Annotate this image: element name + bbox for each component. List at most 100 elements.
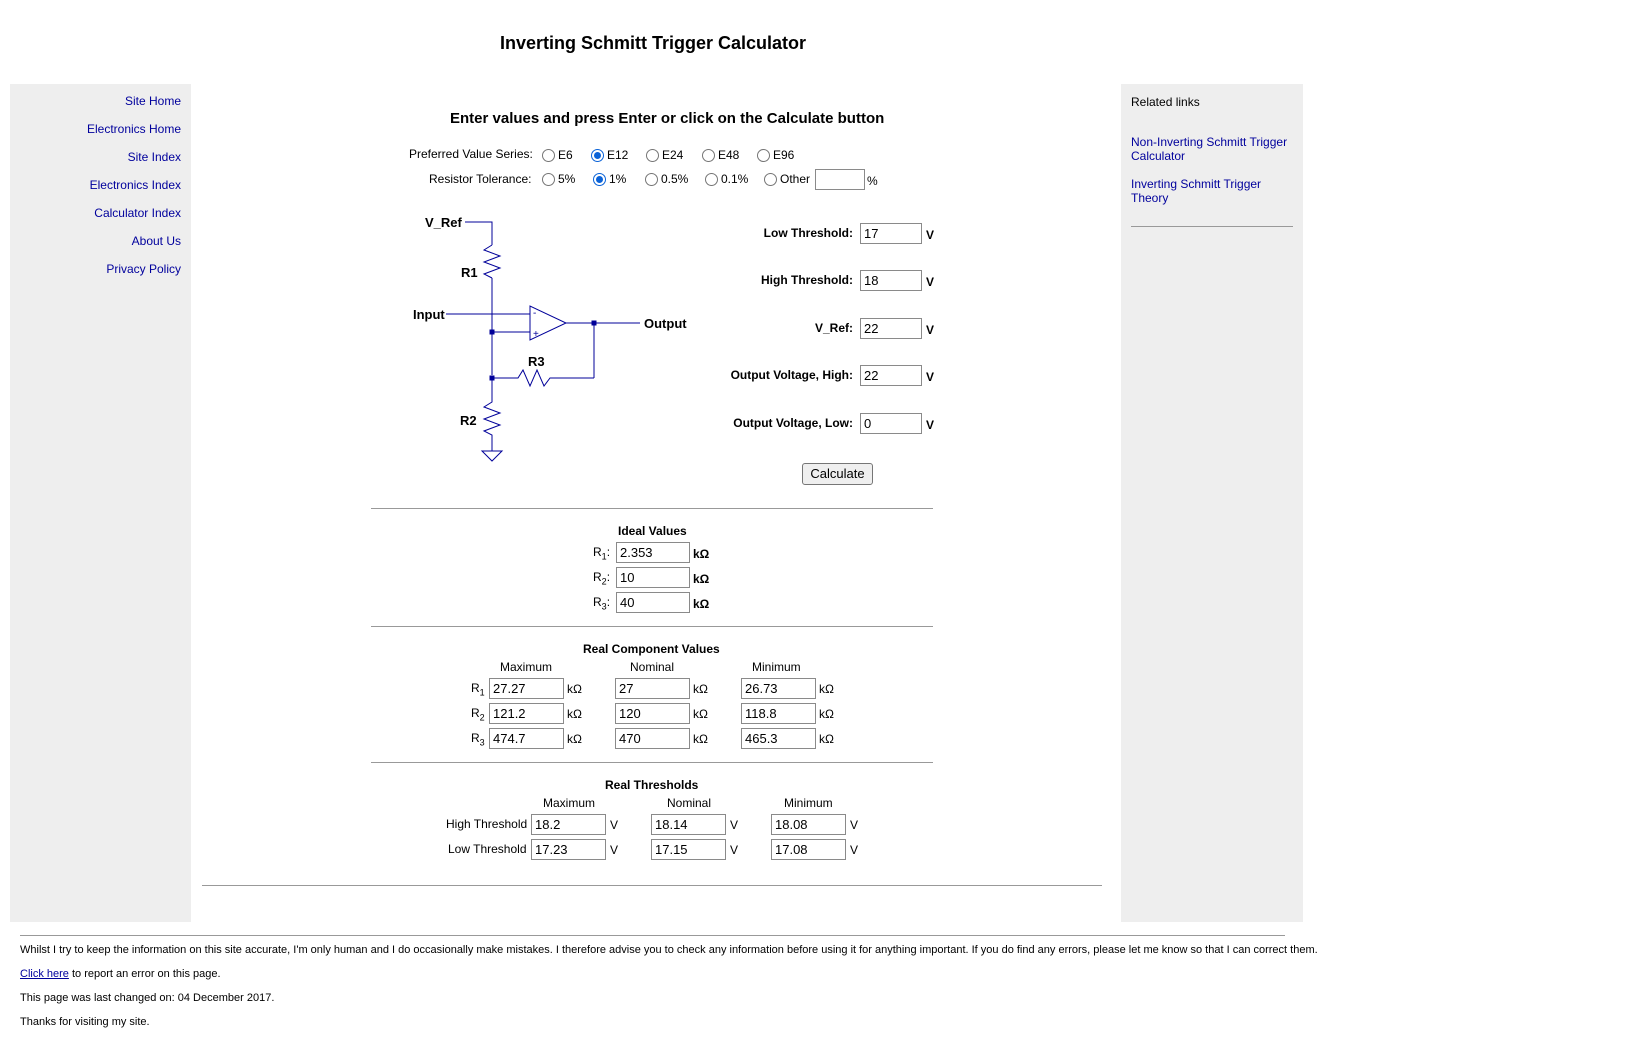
high-threshold-input[interactable]: 18 <box>860 270 922 291</box>
tolerance-option-0-1[interactable]: 0.1% <box>705 172 748 186</box>
tolerance-option-1[interactable]: 1% <box>593 172 626 186</box>
ideal-r2-value[interactable]: 10 <box>616 567 690 588</box>
ideal-r1-value[interactable]: 2.353 <box>616 542 690 563</box>
radio-icon[interactable] <box>542 148 555 162</box>
schematic-r3-label: R3 <box>528 354 545 369</box>
tolerance-option-5[interactable]: 5% <box>542 172 575 186</box>
series-option-e24[interactable]: E24 <box>646 148 683 162</box>
output-high-label: Output Voltage, High: <box>730 368 853 382</box>
related-links-panel: Related links Non-Inverting Schmitt Trig… <box>1121 84 1303 922</box>
related-link-theory[interactable]: Inverting Schmitt Trigger Theory <box>1131 177 1262 205</box>
radio-selected-icon[interactable] <box>591 148 604 162</box>
opamp-plus-label: + <box>533 329 539 340</box>
rc-r3-label: R3 <box>471 731 485 748</box>
rc-r3-max[interactable]: 474.7 <box>489 728 564 749</box>
output-high-unit: V <box>926 370 935 384</box>
nav-calculator-index[interactable]: Calculator Index <box>94 206 181 220</box>
schematic-output-label: Output <box>644 316 687 331</box>
rt-high-min[interactable]: 18.08 <box>771 814 846 835</box>
calculate-button[interactable]: Calculate <box>802 463 873 485</box>
rc-col-nominal: Nominal <box>630 660 675 674</box>
rt-unit: V <box>850 818 859 832</box>
radio-icon[interactable] <box>705 172 718 186</box>
rt-unit: V <box>610 818 619 832</box>
output-high-input[interactable]: 22 <box>860 365 922 386</box>
radio-selected-icon[interactable] <box>593 172 606 186</box>
divider <box>371 762 933 763</box>
rc-unit: kΩ <box>567 682 582 696</box>
nav-electronics-home[interactable]: Electronics Home <box>86 122 181 136</box>
rc-unit: kΩ <box>567 707 582 721</box>
related-links-heading: Related links <box>1131 95 1200 109</box>
radio-icon[interactable] <box>702 148 715 162</box>
rt-unit: V <box>730 818 739 832</box>
vref-input[interactable]: 22 <box>860 318 922 339</box>
vref-label: V_Ref: <box>814 321 853 335</box>
rc-r3-nom[interactable]: 470 <box>615 728 690 749</box>
content-divider <box>202 885 1102 886</box>
low-threshold-input[interactable]: 17 <box>860 223 922 244</box>
tolerance-label: Resistor Tolerance: <box>429 172 532 186</box>
ideal-r3-unit: kΩ <box>693 597 710 611</box>
nav-site-index[interactable]: Site Index <box>127 150 181 164</box>
rc-r2-min[interactable]: 118.8 <box>741 703 816 724</box>
low-threshold-unit: V <box>926 228 935 242</box>
schematic-diagram: V_Ref R1 Input Output R3 R2 - + <box>413 215 687 462</box>
rc-r2-nom[interactable]: 120 <box>615 703 690 724</box>
rt-low-min[interactable]: 17.08 <box>771 839 846 860</box>
high-threshold-unit: V <box>926 275 935 289</box>
tolerance-option-other[interactable]: Other <box>764 172 810 186</box>
instructions: Enter values and press Enter or click on… <box>450 110 885 127</box>
rc-unit: kΩ <box>693 732 708 746</box>
ideal-r2-label: R2: <box>593 570 611 587</box>
rc-r1-nom[interactable]: 27 <box>615 678 690 699</box>
tolerance-other-input[interactable] <box>815 169 865 190</box>
series-option-e96[interactable]: E96 <box>757 148 794 162</box>
rt-high-nom[interactable]: 18.14 <box>651 814 726 835</box>
rt-low-nom[interactable]: 17.15 <box>651 839 726 860</box>
rt-unit: V <box>730 843 739 857</box>
rt-unit: V <box>850 843 859 857</box>
ideal-r1-label: R1: <box>593 545 611 562</box>
ideal-r3-label: R3: <box>593 595 611 612</box>
rc-r1-min[interactable]: 26.73 <box>741 678 816 699</box>
divider <box>371 626 933 627</box>
series-option-e48[interactable]: E48 <box>702 148 739 162</box>
footer-thanks: Thanks for visiting my site. <box>20 1016 150 1028</box>
series-option-e6[interactable]: E6 <box>542 148 573 162</box>
low-threshold-label: Low Threshold: <box>763 226 853 240</box>
footer-last-changed: This page was last changed on: 04 Decemb… <box>20 992 275 1004</box>
ideal-r2-unit: kΩ <box>693 572 710 586</box>
nav-electronics-index[interactable]: Electronics Index <box>89 178 181 192</box>
rt-high-max[interactable]: 18.2 <box>531 814 606 835</box>
radio-icon[interactable] <box>646 148 659 162</box>
nav-about-us[interactable]: About Us <box>131 234 181 248</box>
nav-privacy-policy[interactable]: Privacy Policy <box>106 262 181 276</box>
nav-site-home[interactable]: Site Home <box>124 94 181 108</box>
rc-r1-max[interactable]: 27.27 <box>489 678 564 699</box>
output-low-input[interactable]: 0 <box>860 413 922 434</box>
rt-col-minimum: Minimum <box>784 796 833 810</box>
related-link-noninverting[interactable]: Non-Inverting Schmitt Trigger Calculator <box>1131 135 1288 163</box>
rc-r3-min[interactable]: 465.3 <box>741 728 816 749</box>
rc-unit: kΩ <box>693 707 708 721</box>
left-nav-panel: Site Home Electronics Home Site Index El… <box>10 84 191 922</box>
rc-r2-max[interactable]: 121.2 <box>489 703 564 724</box>
related-divider <box>1131 226 1293 227</box>
report-error-link[interactable]: Click here <box>20 968 69 980</box>
schematic-vref-label: V_Ref <box>425 215 463 230</box>
rt-low-max[interactable]: 17.23 <box>531 839 606 860</box>
series-option-e12[interactable]: E12 <box>591 148 628 162</box>
rc-unit: kΩ <box>693 682 708 696</box>
radio-icon[interactable] <box>645 172 658 186</box>
ideal-r3-value[interactable]: 40 <box>616 592 690 613</box>
rc-unit: kΩ <box>819 732 834 746</box>
tolerance-option-0-5[interactable]: 0.5% <box>645 172 688 186</box>
output-low-unit: V <box>926 418 935 432</box>
output-low-label: Output Voltage, Low: <box>733 416 853 430</box>
radio-icon[interactable] <box>542 172 555 186</box>
radio-icon[interactable] <box>757 148 770 162</box>
footer-divider <box>20 935 1285 936</box>
rc-unit: kΩ <box>567 732 582 746</box>
radio-icon[interactable] <box>764 172 777 186</box>
